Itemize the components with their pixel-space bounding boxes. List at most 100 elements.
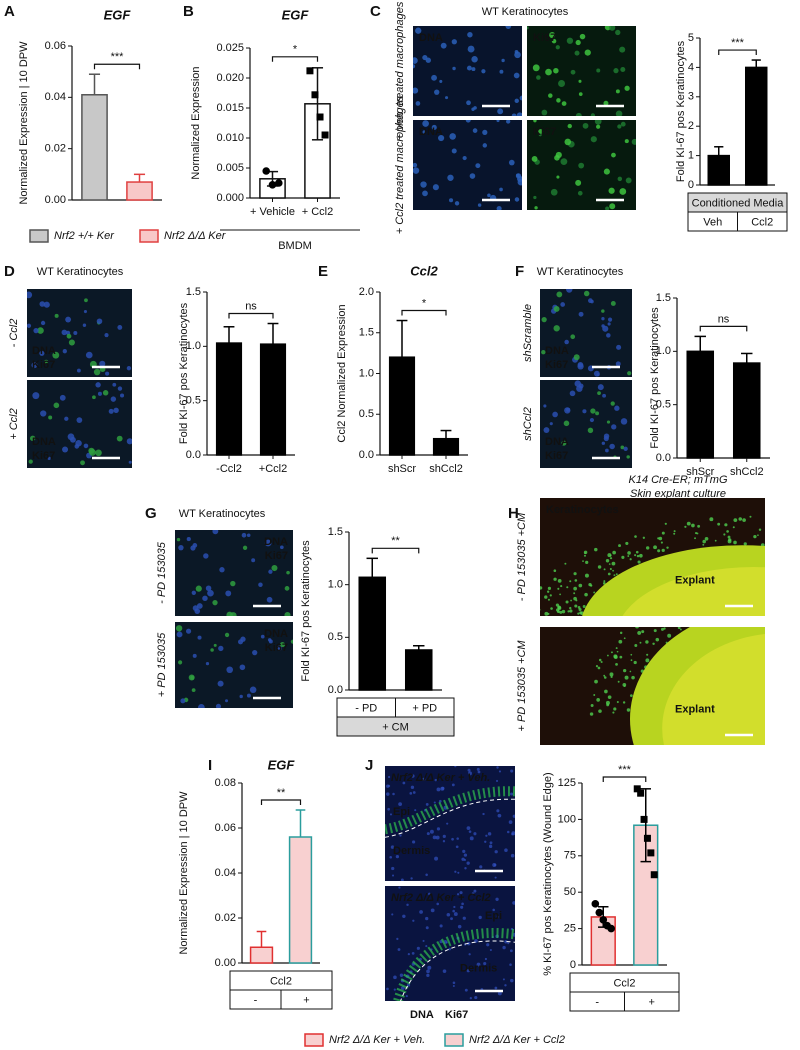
y-tick-label: 0.0 <box>186 449 201 461</box>
image-speckle <box>178 544 184 551</box>
image-speckle <box>615 110 623 116</box>
image-speckle <box>452 981 456 985</box>
image-speckle <box>54 313 59 318</box>
image-speckle <box>202 595 208 602</box>
image-speckle <box>679 628 682 631</box>
image-speckle <box>405 994 408 998</box>
image-speckle <box>176 537 181 542</box>
image-speckle <box>267 638 272 642</box>
image-speckle <box>569 609 573 613</box>
image-speckle <box>126 438 132 445</box>
row-label: + Veh. treated macrophages <box>394 1 406 140</box>
image-speckle <box>482 812 485 816</box>
image-speckle <box>753 535 757 539</box>
image-speckle <box>439 924 443 928</box>
image-speckle <box>541 317 547 323</box>
significance-bracket <box>718 49 757 56</box>
image-speckle <box>617 680 620 683</box>
image-speckle <box>566 586 569 589</box>
image-speckle <box>533 120 537 123</box>
image-label: DNA <box>264 536 288 548</box>
image-speckle <box>726 530 729 533</box>
image-label: Explant <box>675 704 715 716</box>
x-tick-label: + <box>649 996 655 1008</box>
y-tick-label: 0.5 <box>328 631 343 643</box>
image-speckle <box>180 698 186 704</box>
image-speckle <box>527 26 529 30</box>
image-label: Keratinocytes <box>546 504 619 516</box>
data-point <box>643 834 651 842</box>
image-speckle <box>386 792 390 796</box>
image-label: DNA <box>545 345 569 357</box>
image-speckle <box>768 574 771 577</box>
image-speckle <box>512 901 515 905</box>
image-speckle <box>471 56 478 63</box>
data-point <box>650 871 658 879</box>
y-tick-label: 1.5 <box>656 292 671 304</box>
data-point <box>268 181 277 189</box>
image-speckle <box>582 409 587 414</box>
image-speckle <box>553 577 557 581</box>
image-speckle <box>451 837 454 841</box>
image-speckle <box>570 599 572 602</box>
data-point <box>321 131 329 139</box>
image-speckle <box>266 596 273 603</box>
image-speckle <box>537 620 539 622</box>
significance-bracket <box>93 63 141 70</box>
image-speckle <box>448 947 452 951</box>
y-tick-label: 0.08 <box>215 777 236 789</box>
image-speckle <box>442 969 447 973</box>
image-speckle <box>556 619 558 621</box>
significance-label: ** <box>391 535 400 547</box>
y-tick-label: 1 <box>688 150 694 162</box>
image-speckle <box>609 567 612 571</box>
significance-label: * <box>422 297 427 309</box>
image-speckle <box>618 544 621 548</box>
x-tick-label: - <box>595 996 599 1008</box>
bar <box>259 343 287 456</box>
image-speckle <box>496 766 499 769</box>
image-speckle <box>694 537 696 540</box>
image-speckle <box>496 915 500 918</box>
image-speckle <box>504 848 508 852</box>
image-speckle <box>395 854 400 859</box>
image-speckle <box>619 655 623 659</box>
image-speckle <box>597 666 601 670</box>
image-speckle <box>415 101 421 106</box>
row-label: - PD 153035 <box>156 541 168 604</box>
image-speckle <box>426 973 430 978</box>
image-speckle <box>494 850 498 854</box>
image-speckle <box>661 531 665 535</box>
image-speckle <box>615 647 618 650</box>
image-speckle <box>452 909 455 913</box>
image-speckle <box>578 92 583 96</box>
image-speckle <box>531 607 535 611</box>
image-speckle <box>697 524 701 528</box>
legend-label: Nrf2 +/+ Ker <box>54 230 115 242</box>
image-background <box>175 622 293 708</box>
image-speckle <box>27 291 33 299</box>
y-tick-label: 0.5 <box>656 399 671 411</box>
image-speckle <box>765 597 767 599</box>
image-speckle <box>532 64 540 72</box>
image-speckle <box>422 54 428 61</box>
image-speckle <box>510 792 514 796</box>
y-tick-label: 0.00 <box>45 194 66 206</box>
image-speckle <box>400 878 404 881</box>
image-speckle <box>456 893 460 896</box>
image-speckle <box>601 309 605 313</box>
panel-letter: A <box>4 3 15 20</box>
image-speckle <box>619 188 627 195</box>
image-speckle <box>514 197 520 202</box>
y-tick-label: 0.0 <box>359 449 374 461</box>
image-speckle <box>280 545 284 550</box>
image-speckle <box>453 905 456 909</box>
image-speckle <box>623 446 628 452</box>
image-speckle <box>541 349 546 355</box>
image-speckle <box>624 139 629 144</box>
data-point <box>311 91 319 99</box>
image-tile <box>527 26 636 116</box>
image-speckle <box>590 299 594 304</box>
image-speckle <box>593 370 600 377</box>
bar <box>732 362 761 459</box>
